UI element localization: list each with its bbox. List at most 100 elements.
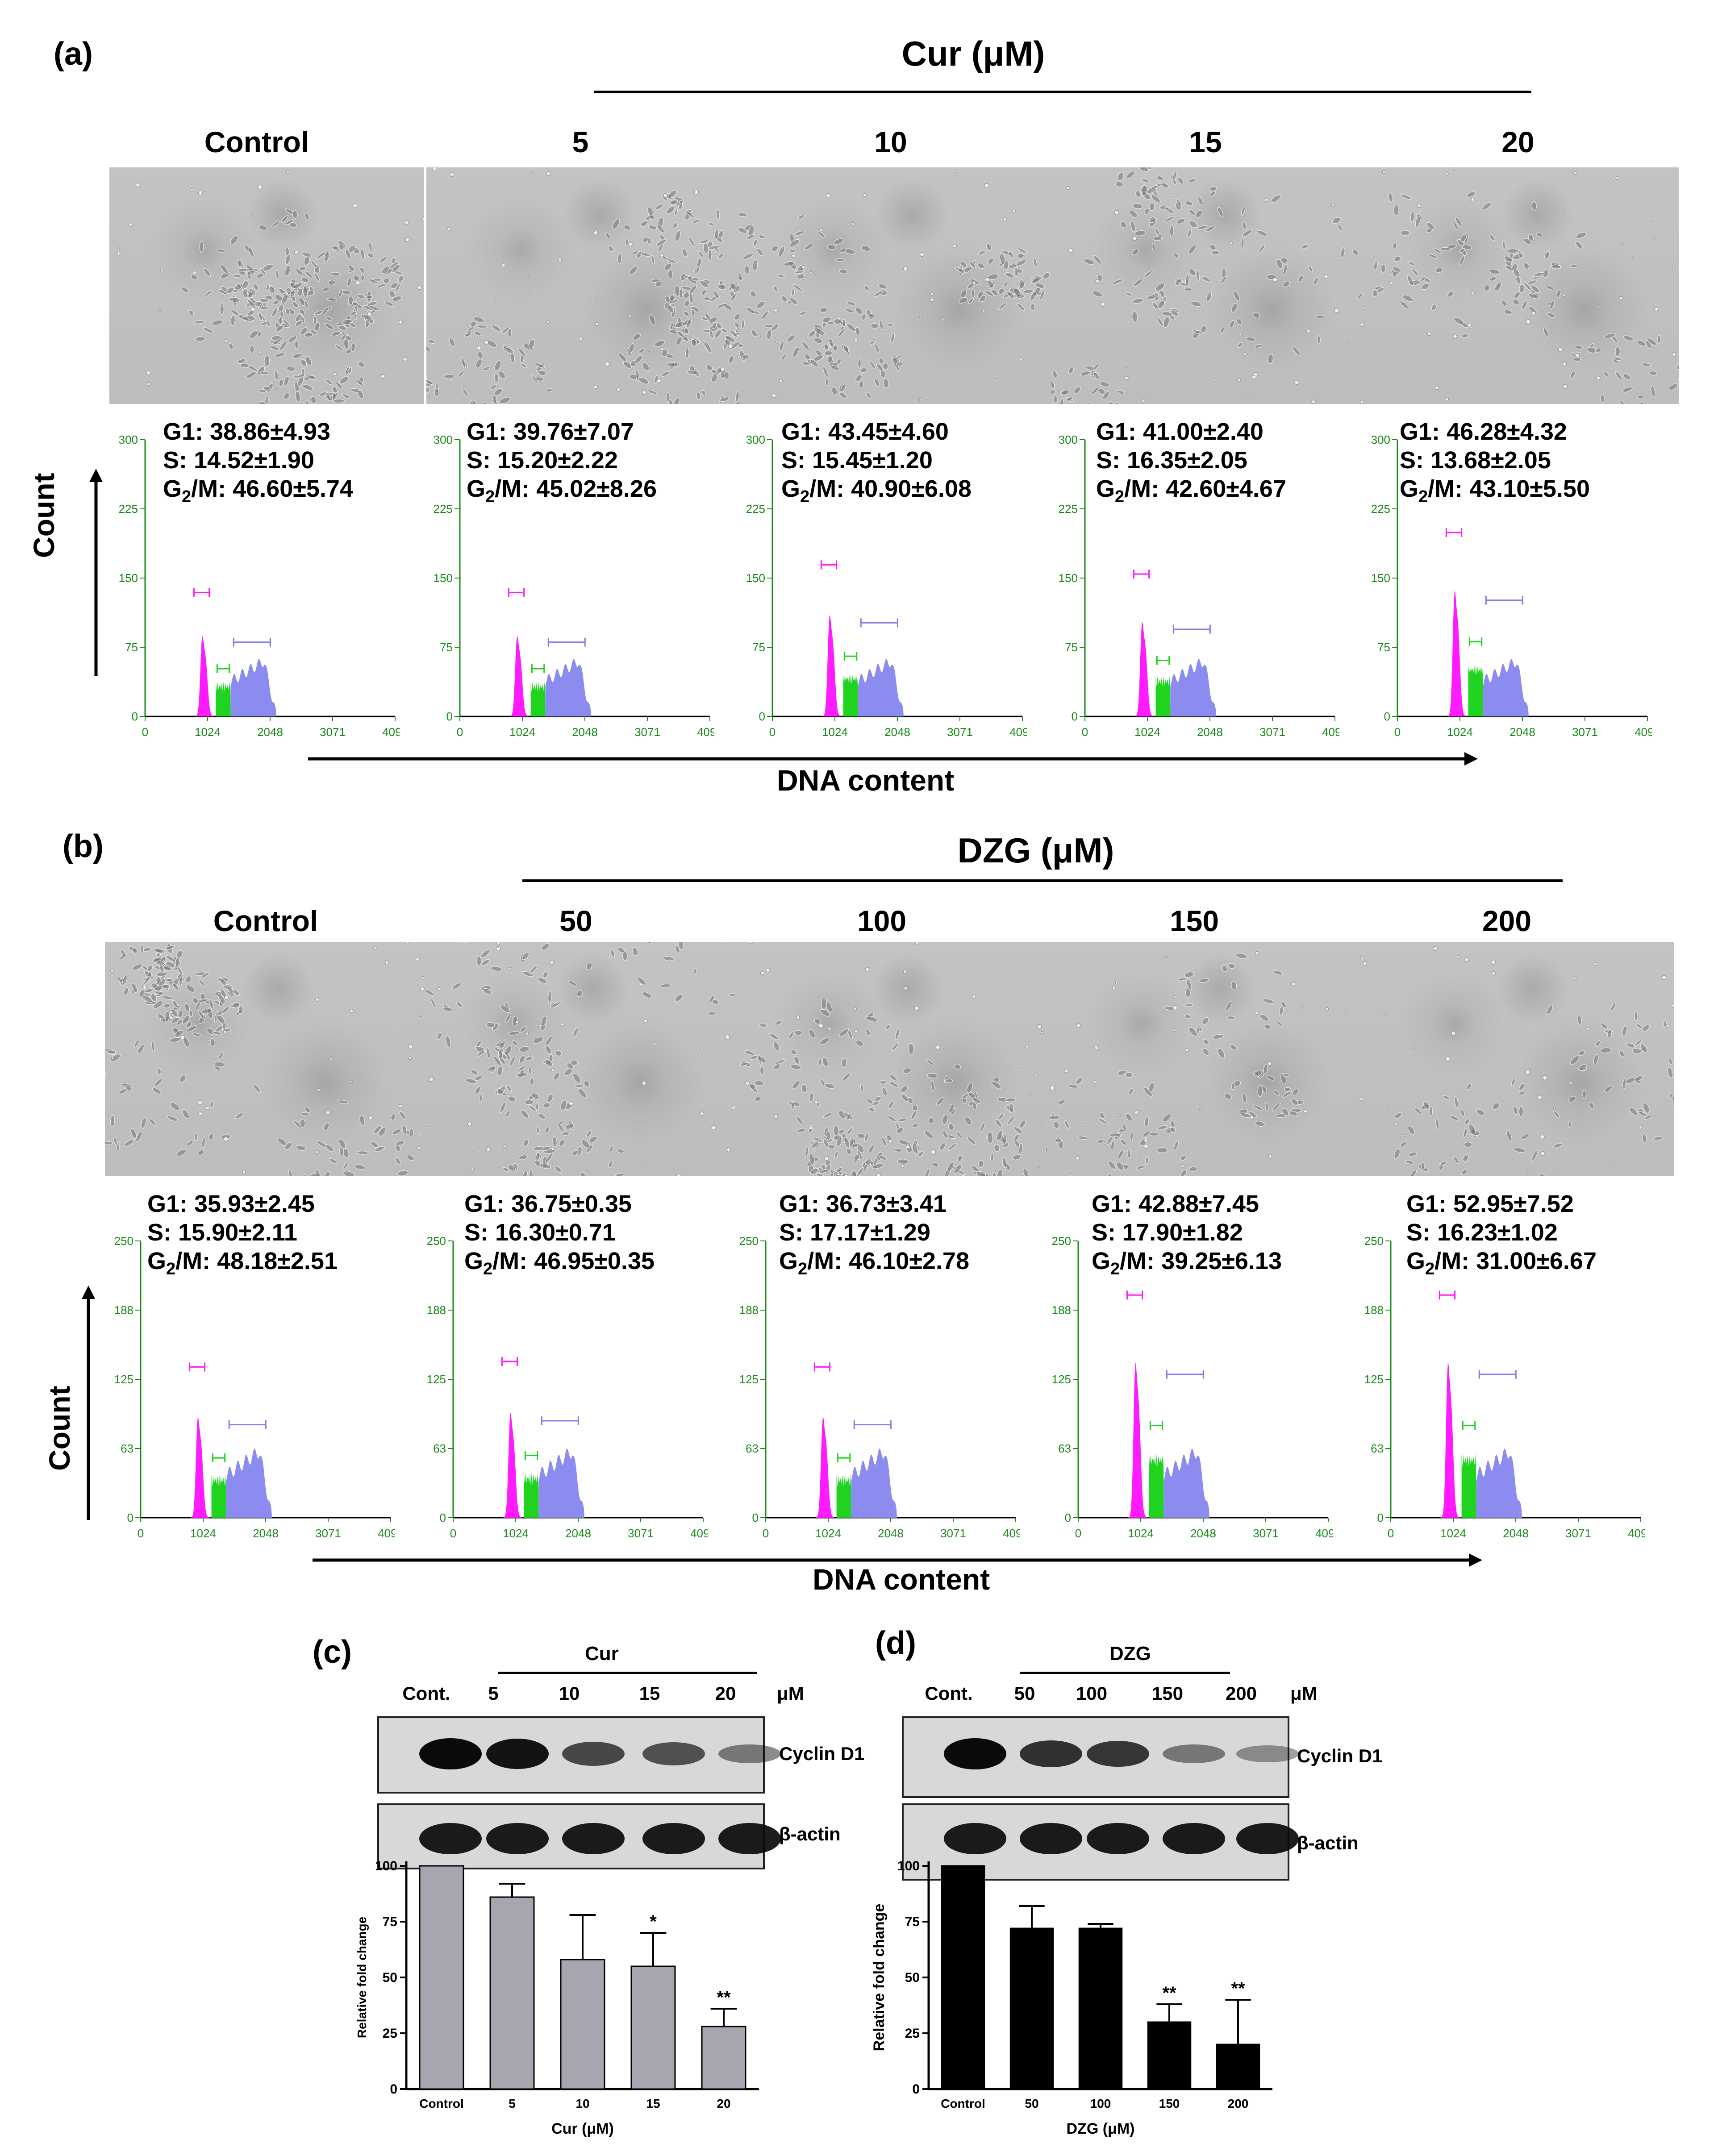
- x-tick-label: 3071: [320, 725, 346, 739]
- x-tick-label: 2048: [1197, 725, 1223, 739]
- x-tick-label: 1024: [1440, 1527, 1466, 1540]
- panel-a-dna-arrow: [308, 752, 1478, 766]
- x-tick-label: 4095: [697, 725, 714, 739]
- g2m-phase-region: [230, 658, 277, 716]
- g2m-prefix: G: [1406, 1248, 1426, 1274]
- g1-percentage: G1: 42.88±7.45: [1092, 1190, 1259, 1217]
- b-dose-label: Control: [213, 904, 318, 937]
- b-dna-histogram: 0 63 125 188 250 0 1024 2048 3071 4095: [114, 1234, 395, 1540]
- x-tick-label: 4095: [1009, 725, 1027, 739]
- g2m-value: /M: 46.60±5.74: [191, 475, 353, 502]
- panel-b-label: (b): [63, 828, 104, 864]
- g2m-gate-marker: [1485, 595, 1523, 605]
- x-tick-label: 0: [1082, 725, 1088, 739]
- x-tick-label: 4095: [690, 1527, 708, 1540]
- y-tick-label: 0: [1072, 710, 1078, 723]
- s-phase-region: [524, 1472, 539, 1518]
- g2m-subscript: 2: [798, 1259, 808, 1278]
- y-tick-label: 75: [905, 1915, 920, 1929]
- y-tick-label: 188: [1364, 1303, 1384, 1317]
- panel-b-y-axis-title: Count: [43, 1386, 76, 1471]
- panel-a-group-title: Cur (μM): [901, 34, 1045, 73]
- beta-actin-band: [642, 1823, 705, 1854]
- y-tick-label: 250: [1364, 1234, 1384, 1248]
- g2m-gate-marker: [1172, 624, 1211, 634]
- x-tick-label: 2048: [565, 1527, 591, 1540]
- g2m-gate-marker: [860, 618, 898, 628]
- x-tick-label: 2048: [878, 1527, 904, 1540]
- y-tick-label: 125: [1364, 1373, 1384, 1386]
- s-phase-region: [216, 681, 231, 716]
- g2m-prefix: G: [467, 475, 486, 502]
- g1-percentage: G1: 35.93±2.45: [147, 1190, 315, 1217]
- g1-gate-marker: [813, 1362, 831, 1372]
- b-dose-label: 50: [559, 904, 592, 937]
- panel-a-group-rule: [594, 91, 1531, 93]
- y-tick-label: 0: [440, 1511, 446, 1524]
- x-axis-title: DZG (μM): [1067, 2120, 1135, 2137]
- bar: [701, 2026, 746, 2090]
- g2m-percentage: G2/M: 46.10±2.78: [779, 1247, 969, 1283]
- cyclin-d1-band: [718, 1744, 781, 1763]
- x-tick-label: 4095: [1315, 1527, 1333, 1540]
- x-tick-label: 1024: [195, 725, 221, 739]
- g1-phase-peak: [813, 1417, 837, 1518]
- beta-actin-band: [718, 1823, 781, 1854]
- s-phase-region: [530, 681, 546, 716]
- a-micrograph: [739, 167, 1055, 404]
- cyclin-d1-band: [1087, 1740, 1149, 1767]
- a-dna-histogram: 0 75 150 225 300 0 1024 2048 3071 4095: [119, 433, 400, 739]
- s-gate-marker: [1468, 637, 1483, 646]
- x-tick-label: 2048: [1190, 1527, 1216, 1540]
- g2m-percentage: G2/M: 40.90±6.08: [781, 474, 972, 511]
- g2m-value: /M: 40.90±6.08: [809, 475, 972, 502]
- bar: [489, 1896, 535, 2090]
- y-tick-label: 0: [132, 710, 138, 723]
- g2m-prefix: G: [147, 1248, 167, 1274]
- b-micrograph: [105, 942, 421, 1176]
- cyclin-d1-band: [1163, 1744, 1225, 1763]
- bar: [560, 1959, 605, 2090]
- panel-d-cyclin-label: Cyclin D1: [1297, 1745, 1383, 1766]
- x-tick-label: 2048: [1503, 1527, 1529, 1540]
- y-tick-label: 25: [905, 2026, 920, 2041]
- g1-phase-peak: [820, 615, 843, 716]
- x-tick-label: 2048: [884, 725, 910, 739]
- beta-actin-band: [1163, 1823, 1225, 1854]
- b-dose-label: 150: [1169, 904, 1219, 937]
- y-tick-label: 150: [434, 571, 453, 585]
- x-tick-label: 0: [142, 725, 148, 739]
- g1-percentage: G1: 38.86±4.93: [163, 418, 330, 445]
- y-tick-label: 188: [1052, 1303, 1071, 1317]
- y-tick-label: 63: [433, 1442, 446, 1455]
- cyclin-d1-band: [1236, 1745, 1299, 1762]
- g2m-subscript: 2: [800, 487, 810, 506]
- significance-marker: **: [1231, 1979, 1245, 1998]
- g2m-value: /M: 45.02±8.26: [495, 475, 657, 502]
- g1-percentage: G1: 43.45±4.60: [781, 418, 949, 445]
- g2m-percentage: G2/M: 43.10±5.50: [1400, 474, 1590, 511]
- a-micrograph: [426, 167, 743, 404]
- panel-a-count-arrow: [89, 469, 103, 676]
- x-tick-label: 2048: [572, 725, 598, 739]
- x-tick-label: 5: [509, 2097, 516, 2110]
- g1-phase-peak: [192, 636, 216, 716]
- b-phase-stats: G1: 52.95±7.52 S: 16.23±1.02 G2/M: 31.00±6…: [1406, 1190, 1597, 1283]
- panel-d-cyclin-blot: [902, 1716, 1299, 1798]
- y-tick-label: 75: [383, 1915, 397, 1929]
- g1-gate-marker: [1439, 1290, 1456, 1300]
- s-phase-region: [1468, 664, 1483, 716]
- g2m-percentage: G2/M: 45.02±8.26: [467, 474, 657, 511]
- y-tick-label: 250: [114, 1234, 133, 1248]
- b-phase-stats: G1: 42.88±7.45 S: 17.90±1.82 G2/M: 39.25±6…: [1092, 1190, 1282, 1283]
- y-tick-label: 188: [427, 1303, 446, 1317]
- y-tick-label: 300: [434, 433, 453, 446]
- x-tick-label: 0: [450, 1527, 456, 1540]
- a-dna-histogram: 0 75 150 225 300 0 1024 2048 3071 4095: [746, 433, 1027, 739]
- cyclin-d1-band: [486, 1739, 549, 1769]
- g2m-prefix: G: [163, 475, 182, 502]
- panel-a-x-axis-title: DNA content: [777, 764, 955, 797]
- g1-gate-marker: [1445, 528, 1463, 537]
- s-phase-region: [1149, 1453, 1164, 1518]
- g2m-percentage: G2/M: 46.60±5.74: [163, 474, 353, 511]
